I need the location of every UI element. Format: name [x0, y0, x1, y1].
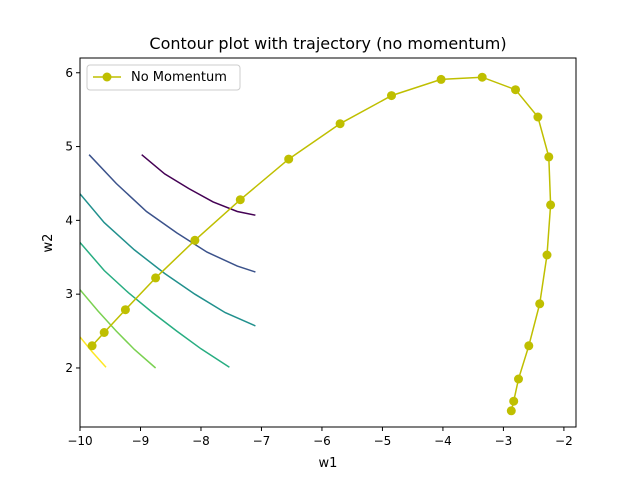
x-axis: −10 −9 −8 −7 −6 −5 −4 −3 −2	[67, 427, 573, 448]
y-tick-label: 5	[65, 140, 73, 154]
legend: No Momentum	[86, 64, 241, 91]
legend-box	[86, 64, 241, 91]
contour-line-1	[141, 154, 256, 216]
x-tick-label: −9	[132, 434, 150, 448]
x-tick-label: −8	[192, 434, 210, 448]
plot-frame	[79, 57, 577, 428]
x-tick-label: −2	[555, 434, 573, 448]
data-point	[387, 91, 396, 101]
trajectory-series	[87, 72, 556, 416]
y-tick-label: 6	[65, 66, 73, 80]
data-point	[542, 250, 552, 260]
contour-lines	[80, 154, 256, 369]
x-tick-label: −6	[313, 434, 331, 448]
y-axis-label: w2	[41, 234, 56, 253]
data-point	[284, 154, 294, 164]
x-tick-label: −4	[434, 434, 452, 448]
contour-line-6	[80, 336, 107, 368]
y-tick-label: 4	[65, 213, 73, 227]
data-point	[436, 74, 446, 84]
data-point	[190, 235, 200, 245]
y-tick-label: 3	[65, 287, 73, 301]
data-point	[506, 406, 516, 416]
chart-title: Contour plot with trajectory (no momentu…	[149, 34, 506, 53]
x-tick-label: −3	[495, 434, 513, 448]
y-tick-label: 2	[65, 361, 73, 375]
legend-label-no-momentum: No Momentum	[131, 70, 227, 85]
data-point	[546, 200, 556, 210]
data-point	[335, 119, 345, 129]
data-point	[514, 374, 523, 384]
x-tick-label: −10	[67, 434, 92, 448]
data-point	[151, 273, 161, 283]
data-point	[509, 396, 519, 406]
contour-line-4	[80, 242, 230, 368]
data-point	[535, 299, 545, 309]
x-tick-label: −5	[374, 434, 392, 448]
data-point	[99, 328, 109, 337]
data-point	[544, 152, 554, 162]
data-point	[120, 305, 130, 315]
x-tick-label: −7	[253, 434, 271, 448]
data-point	[87, 341, 97, 351]
contour-line-3	[80, 193, 256, 327]
contour-line-2	[88, 154, 256, 273]
y-axis: 2 3 4 5 6	[65, 66, 80, 375]
data-point	[524, 341, 534, 351]
contour-line-5	[80, 289, 157, 369]
data-point	[533, 112, 543, 122]
data-point	[235, 195, 245, 205]
data-point	[511, 85, 520, 95]
legend-marker-swatch	[102, 72, 112, 82]
x-axis-label: w1	[319, 456, 338, 471]
data-point	[477, 72, 487, 82]
